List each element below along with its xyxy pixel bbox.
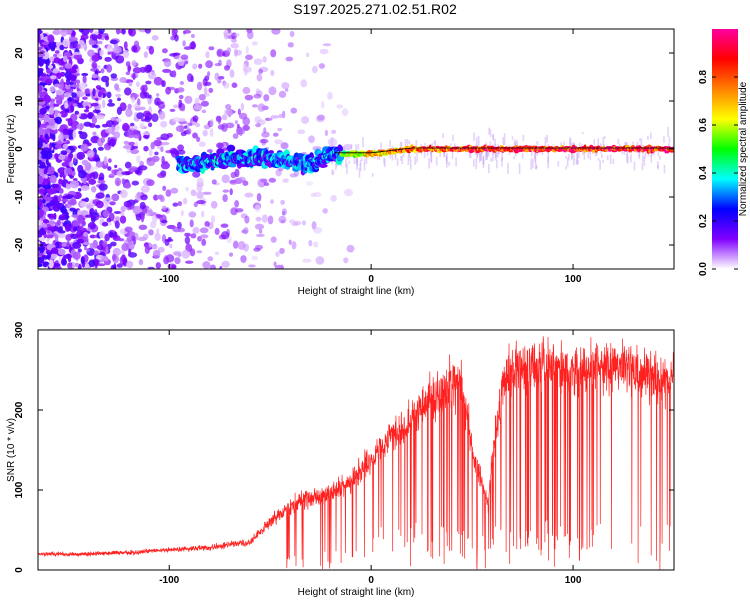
colorbar-gradient <box>712 29 738 269</box>
colorbar-label: Normalized spectral amplitude <box>738 81 749 216</box>
spectrogram-ylabel: Frequency (Hz) <box>6 115 17 184</box>
snr-line <box>38 336 674 570</box>
colorbar-tick-label: 0.0 <box>698 262 709 276</box>
spectrogram-image <box>38 29 674 269</box>
spectrogram-ytick-label: -20 <box>14 237 25 252</box>
spectrogram-ytick-label: 20 <box>14 47 25 59</box>
snr-xtick-label: -100 <box>159 575 179 586</box>
spectrogram-xtick-label: -100 <box>159 274 179 285</box>
snr-ytick-label: 100 <box>14 481 25 498</box>
colorbar-tick-label: 0.4 <box>698 166 709 180</box>
snr-xtick-label: 0 <box>368 575 374 586</box>
colorbar-tick-label: 0.2 <box>698 214 709 228</box>
spectrogram-ytick-label: 0 <box>14 146 25 152</box>
snr-panel: -100 0 100 0 100 200 300 Height of straight lin… <box>6 321 675 598</box>
spectrogram-ytick-label: 10 <box>14 95 25 107</box>
snr-ylabel: SNR (10 * v/v) <box>6 418 17 482</box>
snr-xlabel: Height of straight line (km) <box>298 587 415 598</box>
chart-title: S197.2025.271.02.51.R02 <box>293 1 457 17</box>
spectrogram-xtick-label: 100 <box>565 274 582 285</box>
spectrogram-xtick-label: 0 <box>368 274 374 285</box>
colorbar-tick-label: 0.6 <box>698 118 709 132</box>
colorbar: 0.0 0.2 0.4 0.6 0.8 Normalized spectral ampli… <box>698 29 749 276</box>
snr-ytick-label: 200 <box>14 401 25 418</box>
spectrogram-xlabel: Height of straight line (km) <box>298 286 415 297</box>
snr-frame <box>37 329 675 571</box>
snr-series-group <box>38 336 674 570</box>
ridge-line <box>334 147 674 154</box>
snr-xtick-label: 100 <box>565 575 582 586</box>
snr-ytick-label: 0 <box>14 567 25 573</box>
spectrogram-ytick-label: -10 <box>14 189 25 204</box>
colorbar-tick-label: 0.8 <box>698 70 709 84</box>
snr-ytick-label: 300 <box>14 321 25 338</box>
